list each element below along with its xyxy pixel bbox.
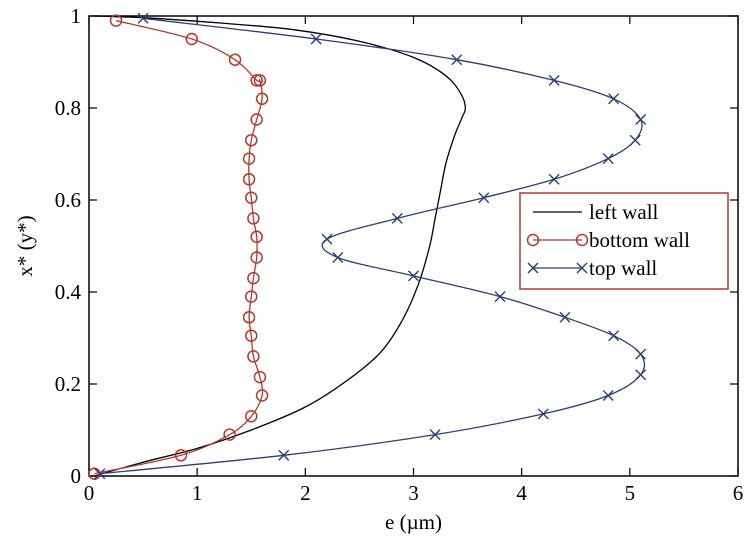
data-point-top-wall bbox=[608, 330, 620, 342]
data-point-top-wall bbox=[278, 449, 290, 461]
data-point-top-wall bbox=[429, 429, 441, 441]
x-tick-label: 6 bbox=[733, 481, 744, 505]
x-tick-label: 2 bbox=[300, 481, 311, 505]
y-tick-label: 0.6 bbox=[55, 188, 81, 212]
x-tick-label: 0 bbox=[84, 481, 95, 505]
data-point-top-wall bbox=[635, 348, 647, 360]
data-point-bottom-wall bbox=[245, 290, 258, 303]
y-tick-label: 0.8 bbox=[55, 96, 81, 120]
legend: left wall bottom wall top wall bbox=[519, 192, 729, 290]
data-point-top-wall bbox=[478, 192, 490, 204]
data-point-top-wall bbox=[332, 252, 344, 263]
legend-label-left-wall: left wall bbox=[589, 200, 659, 224]
data-point-bottom-wall bbox=[247, 350, 260, 363]
data-point-bottom-wall bbox=[245, 329, 258, 342]
data-point-top-wall bbox=[559, 311, 571, 323]
data-point-bottom-wall bbox=[242, 173, 256, 186]
data-point-top-wall bbox=[408, 270, 419, 282]
data-point-bottom-wall bbox=[250, 251, 263, 264]
data-point-bottom-wall bbox=[223, 428, 236, 441]
data-point-top-wall bbox=[391, 212, 403, 224]
data-point-top-wall bbox=[629, 134, 641, 146]
data-point-bottom-wall bbox=[242, 152, 256, 165]
y-axis-label: x* (y*) bbox=[13, 215, 37, 276]
y-tick-label: 1 bbox=[71, 4, 82, 28]
data-point-bottom-wall bbox=[185, 32, 199, 46]
x-tick-label: 1 bbox=[192, 481, 203, 505]
data-point-bottom-wall bbox=[255, 389, 269, 402]
data-point-top-wall bbox=[548, 74, 560, 86]
legend-marker-bottom-wall-b bbox=[575, 233, 589, 247]
legend-marker-top-wall-b bbox=[576, 262, 588, 274]
data-point-bottom-wall bbox=[253, 370, 267, 384]
data-point-bottom-wall bbox=[250, 230, 263, 244]
data-point-bottom-wall bbox=[228, 53, 242, 66]
data-point-bottom-wall bbox=[242, 311, 256, 324]
legend-marker-bottom-wall-a bbox=[526, 233, 540, 247]
data-point-top-wall bbox=[635, 369, 647, 381]
data-point-bottom-wall bbox=[247, 212, 260, 225]
legend-box bbox=[519, 192, 729, 290]
data-point-bottom-wall bbox=[245, 133, 258, 147]
y-tick-label: 0.4 bbox=[55, 280, 82, 304]
y-tick-label: 0.2 bbox=[55, 372, 81, 396]
data-point-bottom-wall bbox=[253, 74, 267, 87]
x-axis-label: e (µm) bbox=[385, 510, 442, 534]
x-tick-label: 5 bbox=[625, 481, 636, 505]
data-point-top-wall bbox=[602, 390, 614, 401]
data-point-top-wall bbox=[608, 93, 620, 105]
data-point-top-wall bbox=[451, 54, 463, 66]
data-point-top-wall bbox=[310, 33, 322, 45]
series-layer bbox=[88, 12, 647, 480]
data-point-top-wall bbox=[94, 468, 106, 480]
data-point-bottom-wall bbox=[109, 14, 123, 27]
data-point-bottom-wall bbox=[174, 449, 188, 462]
data-point-top-wall bbox=[494, 291, 506, 303]
data-point-top-wall bbox=[635, 114, 647, 125]
x-tick-label: 4 bbox=[516, 481, 527, 505]
data-point-bottom-wall bbox=[250, 74, 263, 87]
x-tick-label: 3 bbox=[408, 481, 419, 505]
data-point-top-wall bbox=[548, 173, 560, 185]
series-line-left-wall bbox=[94, 15, 467, 477]
data-point-top-wall bbox=[602, 153, 614, 165]
data-point-top-wall bbox=[537, 408, 549, 420]
data-point-bottom-wall bbox=[245, 191, 258, 204]
y-tick-label: 0 bbox=[71, 464, 82, 488]
legend-label-top-wall: top wall bbox=[589, 256, 657, 280]
legend-label-bottom-wall: bottom wall bbox=[589, 228, 690, 252]
axis-ticks: 0 1 2 3 4 5 6 0 0.2 0.4 0.6 0.8 1 bbox=[55, 4, 744, 505]
data-point-bottom-wall bbox=[245, 409, 258, 423]
data-point-top-wall bbox=[321, 233, 333, 245]
legend-marker-top-wall-a bbox=[527, 262, 539, 274]
series-line-bottom-wall bbox=[94, 19, 264, 475]
data-point-bottom-wall bbox=[255, 92, 269, 106]
data-point-top-wall bbox=[137, 12, 149, 24]
data-point-bottom-wall bbox=[250, 113, 263, 126]
data-point-bottom-wall bbox=[247, 271, 260, 285]
